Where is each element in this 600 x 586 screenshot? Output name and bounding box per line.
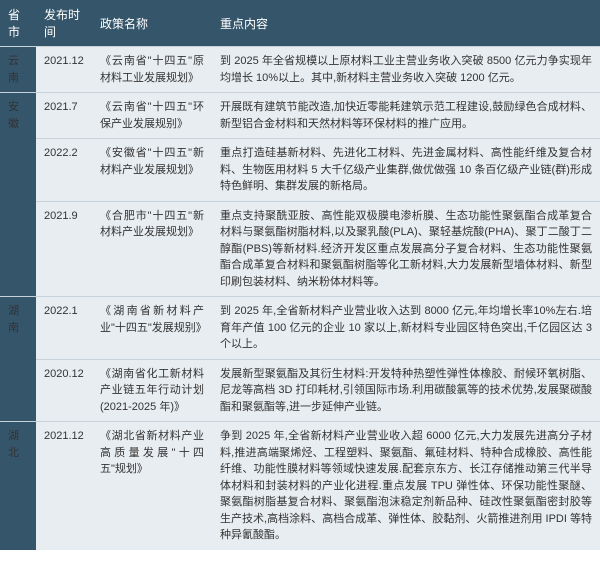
table-row: 安徽 2021.7 《云南省"十四五"环保产业发展规别》 开展既有建筑节能改造,… [0,93,600,139]
content-cell: 争到 2025 年,全省新材料产业营业收入超 6000 亿元,大力发展先进高分子… [212,422,600,550]
date-cell: 2021.12 [36,422,92,550]
name-cell: 《安徽省"十四五"新材料产业发展规划》 [92,139,212,202]
province-cell: 湖北 [0,422,36,550]
date-cell: 2021.7 [36,93,92,139]
name-cell: 《云南省"十四五"原材料工业发展规划》 [92,47,212,93]
table-row: 云南 2021.12 《云南省"十四五"原材料工业发展规划》 到 2025 年全… [0,47,600,93]
date-cell: 2021.12 [36,47,92,93]
date-cell: 2021.9 [36,201,92,297]
province-cell: 湖南 [0,297,36,422]
header-row: 省市 发布时间 政策名称 重点内容 [0,0,600,47]
province-cell: 云南 [0,47,36,93]
province-cell: 安徽 [0,93,36,297]
col-name: 政策名称 [92,0,212,47]
name-cell: 《湖南省化工新材料产业链五年行动计划(2021-2025 年)》 [92,359,212,422]
table-row: 湖北 2021.12 《湖北省新材料产业高质量发展"十四五"规划》 争到 202… [0,422,600,550]
table-body: 云南 2021.12 《云南省"十四五"原材料工业发展规划》 到 2025 年全… [0,47,600,550]
name-cell: 《合肥市"十四五"新材料产业发展规划》 [92,201,212,297]
content-cell: 重点支持聚酰亚胺、高性能双极膜电渗析膜、生态功能性聚氨酯合成革复合材料与聚氨酯树… [212,201,600,297]
table-row: 2022.2 《安徽省"十四五"新材料产业发展规划》 重点打造硅基新材料、先进化… [0,139,600,202]
table-row: 湖南 2022.1 《湖南省新材料产业"十四五"发展规别》 到 2025 年,全… [0,297,600,360]
name-cell: 《云南省"十四五"环保产业发展规别》 [92,93,212,139]
col-date: 发布时间 [36,0,92,47]
content-cell: 开展既有建筑节能改造,加快近零能耗建筑示范工程建设,鼓励绿色合成材料、新型铝合金… [212,93,600,139]
content-cell: 到 2025 年全省规模以上原材料工业主营业务收入突破 8500 亿元力争实现年… [212,47,600,93]
content-cell: 重点打造硅基新材料、先进化工材料、先进金属材料、高性能纤维及复合材料、生物医用材… [212,139,600,202]
name-cell: 《湖北省新材料产业高质量发展"十四五"规划》 [92,422,212,550]
name-cell: 《湖南省新材料产业"十四五"发展规别》 [92,297,212,360]
date-cell: 2022.2 [36,139,92,202]
content-cell: 到 2025 年,全省新材料产业营业收入达到 8000 亿元,年均增长率10%左… [212,297,600,360]
col-content: 重点内容 [212,0,600,47]
col-province: 省市 [0,0,36,47]
date-cell: 2022.1 [36,297,92,360]
table-row: 2021.9 《合肥市"十四五"新材料产业发展规划》 重点支持聚酰亚胺、高性能双… [0,201,600,297]
policy-table: 省市 发布时间 政策名称 重点内容 云南 2021.12 《云南省"十四五"原材… [0,0,600,550]
table-row: 2020.12 《湖南省化工新材料产业链五年行动计划(2021-2025 年)》… [0,359,600,422]
content-cell: 发展新型聚氨酯及其衍生材料:开发特种热塑性弹性体橡胶、耐候环氧树脂、尼龙等高档 … [212,359,600,422]
date-cell: 2020.12 [36,359,92,422]
